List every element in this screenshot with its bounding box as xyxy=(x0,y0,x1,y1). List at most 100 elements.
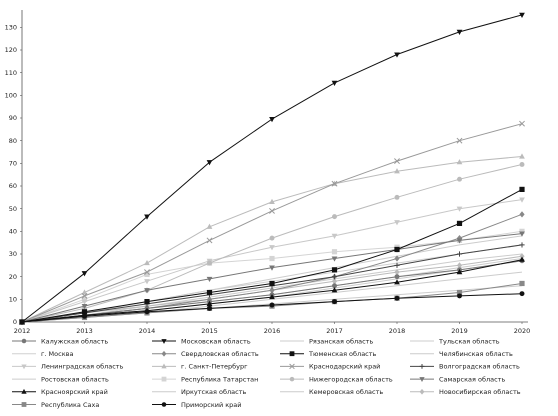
data-point xyxy=(394,295,400,301)
x-tick-label: 2018 xyxy=(389,327,406,335)
data-point xyxy=(81,299,88,305)
legend-marker xyxy=(21,364,27,370)
data-point xyxy=(456,220,463,226)
data-point xyxy=(81,296,88,302)
data-point xyxy=(269,255,275,262)
data-point xyxy=(456,238,463,244)
series-group xyxy=(19,291,525,325)
data-point xyxy=(331,278,338,285)
legend-label: Кемеровская область xyxy=(309,388,383,396)
data-point xyxy=(144,309,150,315)
legend-item: Новосибирская область xyxy=(410,388,521,396)
data-point xyxy=(144,279,150,285)
legend-label: Краснодарский край xyxy=(309,363,380,371)
data-point xyxy=(206,276,213,283)
legend-item: Ленинградская область xyxy=(12,363,124,371)
data-point xyxy=(144,269,150,276)
legend-item: Нижегородская область xyxy=(280,375,393,383)
chart-axes xyxy=(20,10,528,324)
data-point xyxy=(269,117,275,123)
data-point xyxy=(331,180,338,187)
legend-label: Волгоградская область xyxy=(439,363,520,371)
legend-marker xyxy=(21,338,27,344)
data-point xyxy=(394,168,400,174)
data-point xyxy=(331,256,338,262)
data-point xyxy=(456,251,463,257)
data-point xyxy=(456,159,463,165)
data-point xyxy=(394,220,400,226)
series-line xyxy=(21,235,523,323)
data-point xyxy=(519,161,525,167)
series-group xyxy=(19,161,525,325)
y-tick-label: 20 xyxy=(9,273,17,281)
y-tick-label: 110 xyxy=(5,69,17,77)
data-point xyxy=(456,29,463,35)
legend-label: Иркутская область xyxy=(181,388,246,396)
data-point xyxy=(331,274,338,280)
data-point xyxy=(269,235,275,241)
data-point xyxy=(519,253,525,260)
data-point xyxy=(519,120,525,127)
x-tick-label: 2014 xyxy=(139,327,156,335)
data-point xyxy=(394,279,400,285)
data-point xyxy=(456,289,463,296)
legend-label: Ленинградская область xyxy=(41,363,124,371)
data-point xyxy=(269,280,275,287)
data-point xyxy=(519,291,525,297)
series-lines xyxy=(19,12,525,326)
data-point xyxy=(144,299,150,305)
y-tick-label: 10 xyxy=(9,296,17,304)
data-point xyxy=(457,176,462,182)
data-point xyxy=(269,265,275,271)
data-point xyxy=(206,160,213,166)
x-tick-label: 2016 xyxy=(264,327,281,335)
x-tick-label: 2015 xyxy=(201,327,218,335)
legend-marker xyxy=(289,376,295,382)
data-point xyxy=(206,300,213,306)
legend-label: Республика Саха xyxy=(41,401,99,409)
legend-item: Челябинская область xyxy=(410,350,513,358)
legend-label: Московская область xyxy=(181,337,251,345)
x-tick-label: 2020 xyxy=(514,327,531,335)
legend-item: Тюменская область xyxy=(280,350,377,358)
legend-marker xyxy=(289,351,295,357)
legend-label: Приморский край xyxy=(181,401,242,409)
legend-marker xyxy=(21,388,27,394)
data-point xyxy=(519,211,525,218)
legend-item: Республика Татарстан xyxy=(152,375,258,383)
y-tick-label: 40 xyxy=(9,228,17,236)
legend-label: Калужская область xyxy=(41,337,108,345)
legend-item: Самарская область xyxy=(410,375,505,383)
legend-marker xyxy=(161,350,167,357)
legend-marker xyxy=(161,376,167,382)
legend-item: г. Санкт-Петербург xyxy=(152,363,248,371)
data-point xyxy=(207,305,212,311)
data-point xyxy=(331,287,338,293)
legend-label: Самарская область xyxy=(439,375,505,383)
data-point xyxy=(519,280,525,287)
data-point xyxy=(269,207,275,214)
data-point xyxy=(519,256,525,262)
legend-label: Свердловская область xyxy=(181,350,259,358)
y-tick-label: 50 xyxy=(9,205,17,213)
data-point xyxy=(456,206,463,212)
data-point xyxy=(269,287,275,294)
y-tick-label: 30 xyxy=(9,250,17,258)
y-tick-label: 90 xyxy=(9,114,17,122)
legend-marker xyxy=(21,402,27,407)
legend-item: Иркутская область xyxy=(152,388,246,396)
data-point xyxy=(519,153,525,159)
legend-item: Приморский край xyxy=(152,401,242,409)
data-point xyxy=(81,304,88,310)
series-line xyxy=(21,14,523,323)
legend-item: Республика Саха xyxy=(12,401,99,409)
data-point xyxy=(82,313,87,319)
series-group xyxy=(19,12,525,326)
x-tick-label: 2017 xyxy=(326,327,343,335)
data-point xyxy=(331,233,338,239)
legend-item: Красноярский край xyxy=(12,388,108,396)
legend-label: Тульская область xyxy=(438,337,500,345)
data-point xyxy=(331,249,338,255)
data-point xyxy=(331,80,338,86)
y-tick-label: 0 xyxy=(13,318,17,326)
